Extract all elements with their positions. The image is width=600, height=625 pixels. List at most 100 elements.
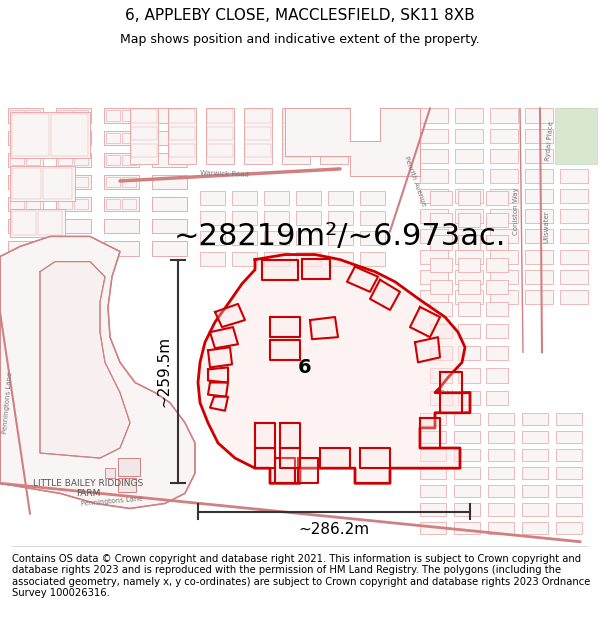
Bar [454,522,480,534]
Polygon shape [370,280,400,310]
Bar [106,177,120,187]
Bar [12,114,49,156]
Bar [525,209,553,223]
Bar [486,391,508,405]
Polygon shape [440,392,462,412]
Bar [486,258,508,272]
Bar [458,368,480,382]
Bar [430,280,452,294]
Bar [152,197,187,211]
Bar [58,199,72,209]
Bar [118,458,140,476]
Bar [360,251,385,266]
Bar [207,109,233,123]
Text: Penrith Avenue: Penrith Avenue [403,155,427,207]
Bar [458,324,480,338]
Bar [200,251,225,266]
Bar [122,132,136,142]
Bar [490,209,518,223]
Bar [455,129,483,142]
Bar [152,152,187,167]
Bar [420,412,446,425]
Bar [490,109,518,122]
Bar [490,169,518,183]
Text: Ullswater: Ullswater [543,210,549,242]
Bar [51,114,88,156]
Bar [58,111,72,121]
Bar [232,251,257,266]
Text: Penningtons Lane: Penningtons Lane [2,371,14,434]
Polygon shape [347,267,378,292]
Bar [130,109,158,164]
Bar [74,199,88,209]
Bar [56,241,91,256]
Bar [10,111,24,121]
Bar [525,189,553,203]
Bar [10,199,24,209]
Bar [232,231,257,246]
Bar [458,391,480,405]
Bar [8,109,43,122]
Bar [490,229,518,244]
Text: 6, APPLEBY CLOSE, MACCLESFIELD, SK11 8XB: 6, APPLEBY CLOSE, MACCLESFIELD, SK11 8XB [125,8,475,22]
Text: Coniston Way: Coniston Way [513,188,519,235]
Polygon shape [208,382,228,397]
Bar [104,197,139,211]
Bar [454,504,480,516]
Bar [8,131,43,145]
Bar [560,290,588,304]
Bar [486,191,508,205]
Polygon shape [198,254,470,483]
Bar [486,280,508,294]
Bar [420,129,448,142]
Bar [454,467,480,479]
Bar [455,249,483,264]
Bar [104,152,139,167]
Bar [321,127,347,139]
Bar [200,191,225,205]
Bar [454,449,480,461]
Bar [26,155,40,165]
Bar [420,209,448,223]
Bar [490,290,518,304]
Text: Contains OS data © Crown copyright and database right 2021. This information is : Contains OS data © Crown copyright and d… [12,554,590,598]
Bar [207,144,233,157]
Bar [488,485,514,498]
Bar [490,149,518,163]
Bar [556,504,582,516]
Bar [296,231,321,246]
Polygon shape [270,317,300,337]
Bar [486,368,508,382]
Bar [560,269,588,284]
Bar [490,189,518,203]
Bar [8,152,43,167]
Bar [74,177,88,187]
Bar [12,211,36,236]
Bar [522,449,548,461]
Bar [152,109,187,122]
Bar [58,177,72,187]
Bar [560,229,588,244]
Bar [8,175,43,189]
Bar [328,191,353,205]
Polygon shape [0,236,195,509]
Polygon shape [210,397,228,411]
Polygon shape [285,109,420,176]
Bar [283,144,309,157]
Bar [232,211,257,226]
Bar [525,109,553,122]
Polygon shape [210,327,238,348]
Bar [10,155,24,165]
Bar [122,155,136,165]
Bar [296,191,321,205]
Polygon shape [298,458,318,483]
Polygon shape [40,262,130,458]
Bar [26,132,40,142]
Bar [283,127,309,139]
Bar [420,169,448,183]
Bar [556,485,582,498]
Bar [169,127,195,139]
Bar [74,155,88,165]
Bar [420,249,448,264]
Bar [26,199,40,209]
